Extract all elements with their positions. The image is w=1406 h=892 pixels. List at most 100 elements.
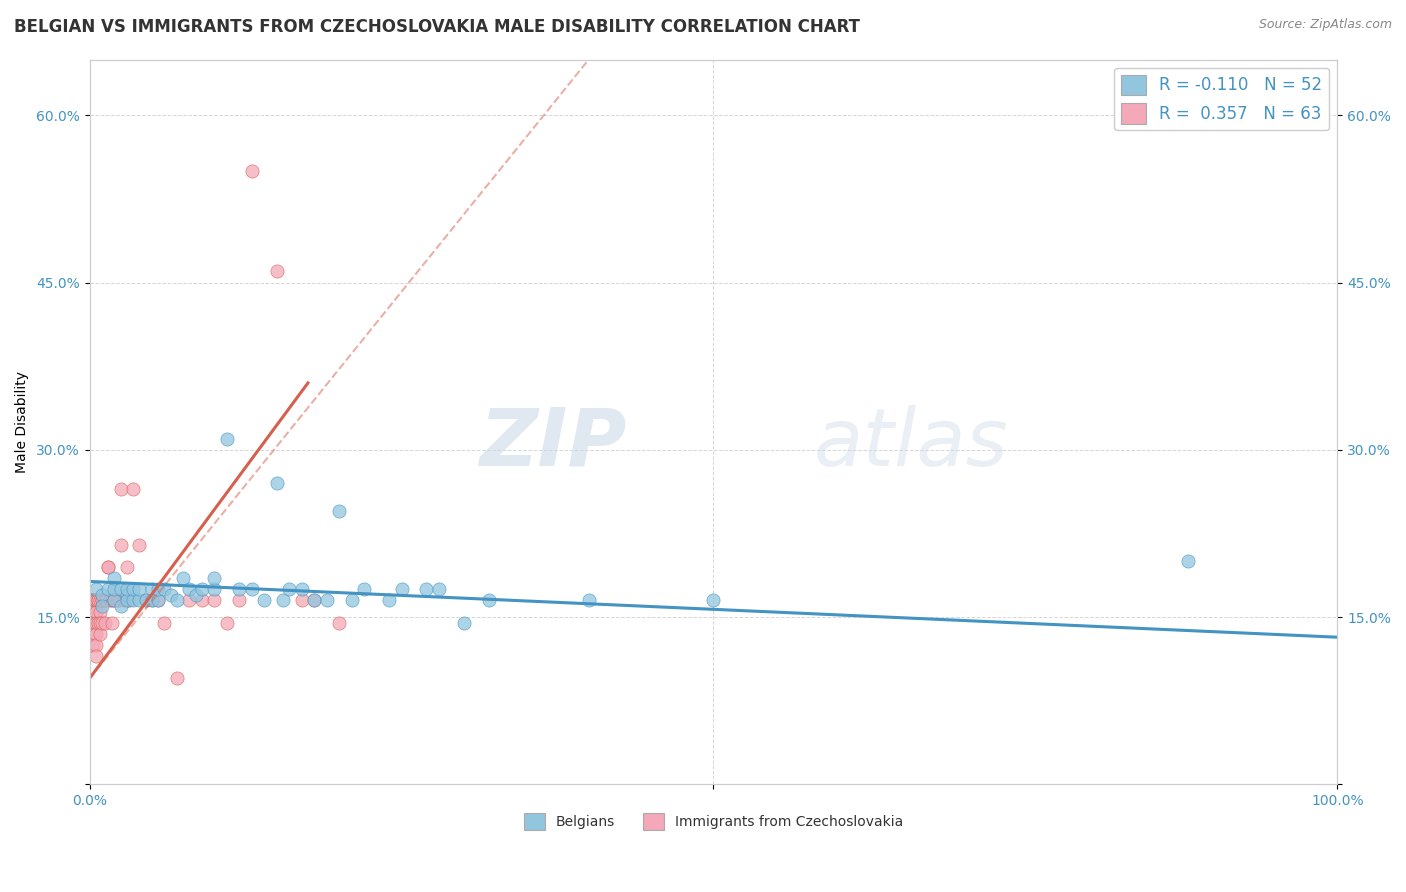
Point xyxy=(97,560,120,574)
Point xyxy=(202,582,225,597)
Point xyxy=(91,593,114,607)
Point xyxy=(166,593,188,607)
Point xyxy=(82,593,104,607)
Point xyxy=(146,593,169,607)
Point xyxy=(89,593,111,607)
Point xyxy=(103,593,125,607)
Point xyxy=(191,593,214,607)
Point xyxy=(82,593,104,607)
Text: Source: ZipAtlas.com: Source: ZipAtlas.com xyxy=(1258,18,1392,31)
Point xyxy=(340,593,363,607)
Point xyxy=(98,593,121,607)
Point xyxy=(202,571,225,585)
Point xyxy=(103,593,125,607)
Point xyxy=(89,605,111,619)
Point xyxy=(253,593,276,607)
Text: ZIP: ZIP xyxy=(479,405,626,483)
Point xyxy=(135,593,157,607)
Point xyxy=(391,582,413,597)
Point xyxy=(328,615,350,630)
Point xyxy=(97,582,120,597)
Point xyxy=(82,615,104,630)
Point xyxy=(179,593,201,607)
Point xyxy=(291,593,314,607)
Legend: Belgians, Immigrants from Czechoslovakia: Belgians, Immigrants from Czechoslovakia xyxy=(519,807,908,836)
Point xyxy=(135,593,157,607)
Point xyxy=(146,582,169,597)
Point xyxy=(702,593,724,607)
Point xyxy=(141,582,163,597)
Point xyxy=(84,605,107,619)
Point xyxy=(240,164,263,178)
Point xyxy=(228,593,250,607)
Point xyxy=(115,560,138,574)
Point xyxy=(122,593,145,607)
Point xyxy=(82,593,104,607)
Point xyxy=(84,649,107,664)
Point xyxy=(87,593,110,607)
Point xyxy=(115,593,138,607)
Point xyxy=(103,571,125,585)
Point xyxy=(82,627,104,641)
Point xyxy=(114,593,136,607)
Point xyxy=(128,538,150,552)
Point xyxy=(89,627,111,641)
Point xyxy=(110,538,132,552)
Point xyxy=(89,615,111,630)
Point xyxy=(478,593,501,607)
Y-axis label: Male Disability: Male Disability xyxy=(15,371,30,473)
Point xyxy=(453,615,475,630)
Point xyxy=(302,593,325,607)
Point xyxy=(353,582,375,597)
Point xyxy=(84,615,107,630)
Point xyxy=(93,615,115,630)
Point xyxy=(291,582,314,597)
Point xyxy=(115,588,138,602)
Point xyxy=(271,593,294,607)
Point xyxy=(215,432,238,446)
Point xyxy=(108,593,131,607)
Point xyxy=(110,482,132,496)
Point xyxy=(315,593,337,607)
Point xyxy=(84,582,107,597)
Point xyxy=(128,593,150,607)
Point xyxy=(427,582,450,597)
Point xyxy=(266,264,288,278)
Point xyxy=(159,588,181,602)
Point xyxy=(172,571,194,585)
Point xyxy=(240,582,263,597)
Point xyxy=(91,615,114,630)
Point xyxy=(110,582,132,597)
Point xyxy=(146,593,169,607)
Point xyxy=(266,476,288,491)
Point xyxy=(191,582,214,597)
Point xyxy=(378,593,401,607)
Point xyxy=(153,615,176,630)
Point xyxy=(1177,554,1199,568)
Point xyxy=(101,615,124,630)
Point xyxy=(115,582,138,597)
Point xyxy=(215,615,238,630)
Point xyxy=(82,638,104,652)
Point xyxy=(278,582,301,597)
Point xyxy=(578,593,600,607)
Point xyxy=(128,582,150,597)
Point xyxy=(82,605,104,619)
Point xyxy=(84,593,107,607)
Point xyxy=(91,588,114,602)
Point xyxy=(87,615,110,630)
Point xyxy=(84,593,107,607)
Point xyxy=(202,593,225,607)
Point xyxy=(141,593,163,607)
Point xyxy=(122,582,145,597)
Point xyxy=(184,588,207,602)
Point xyxy=(91,599,114,613)
Point xyxy=(82,605,104,619)
Point xyxy=(97,560,120,574)
Point xyxy=(101,593,124,607)
Point xyxy=(141,593,163,607)
Point xyxy=(115,593,138,607)
Point xyxy=(82,593,104,607)
Point xyxy=(105,593,128,607)
Point xyxy=(110,599,132,613)
